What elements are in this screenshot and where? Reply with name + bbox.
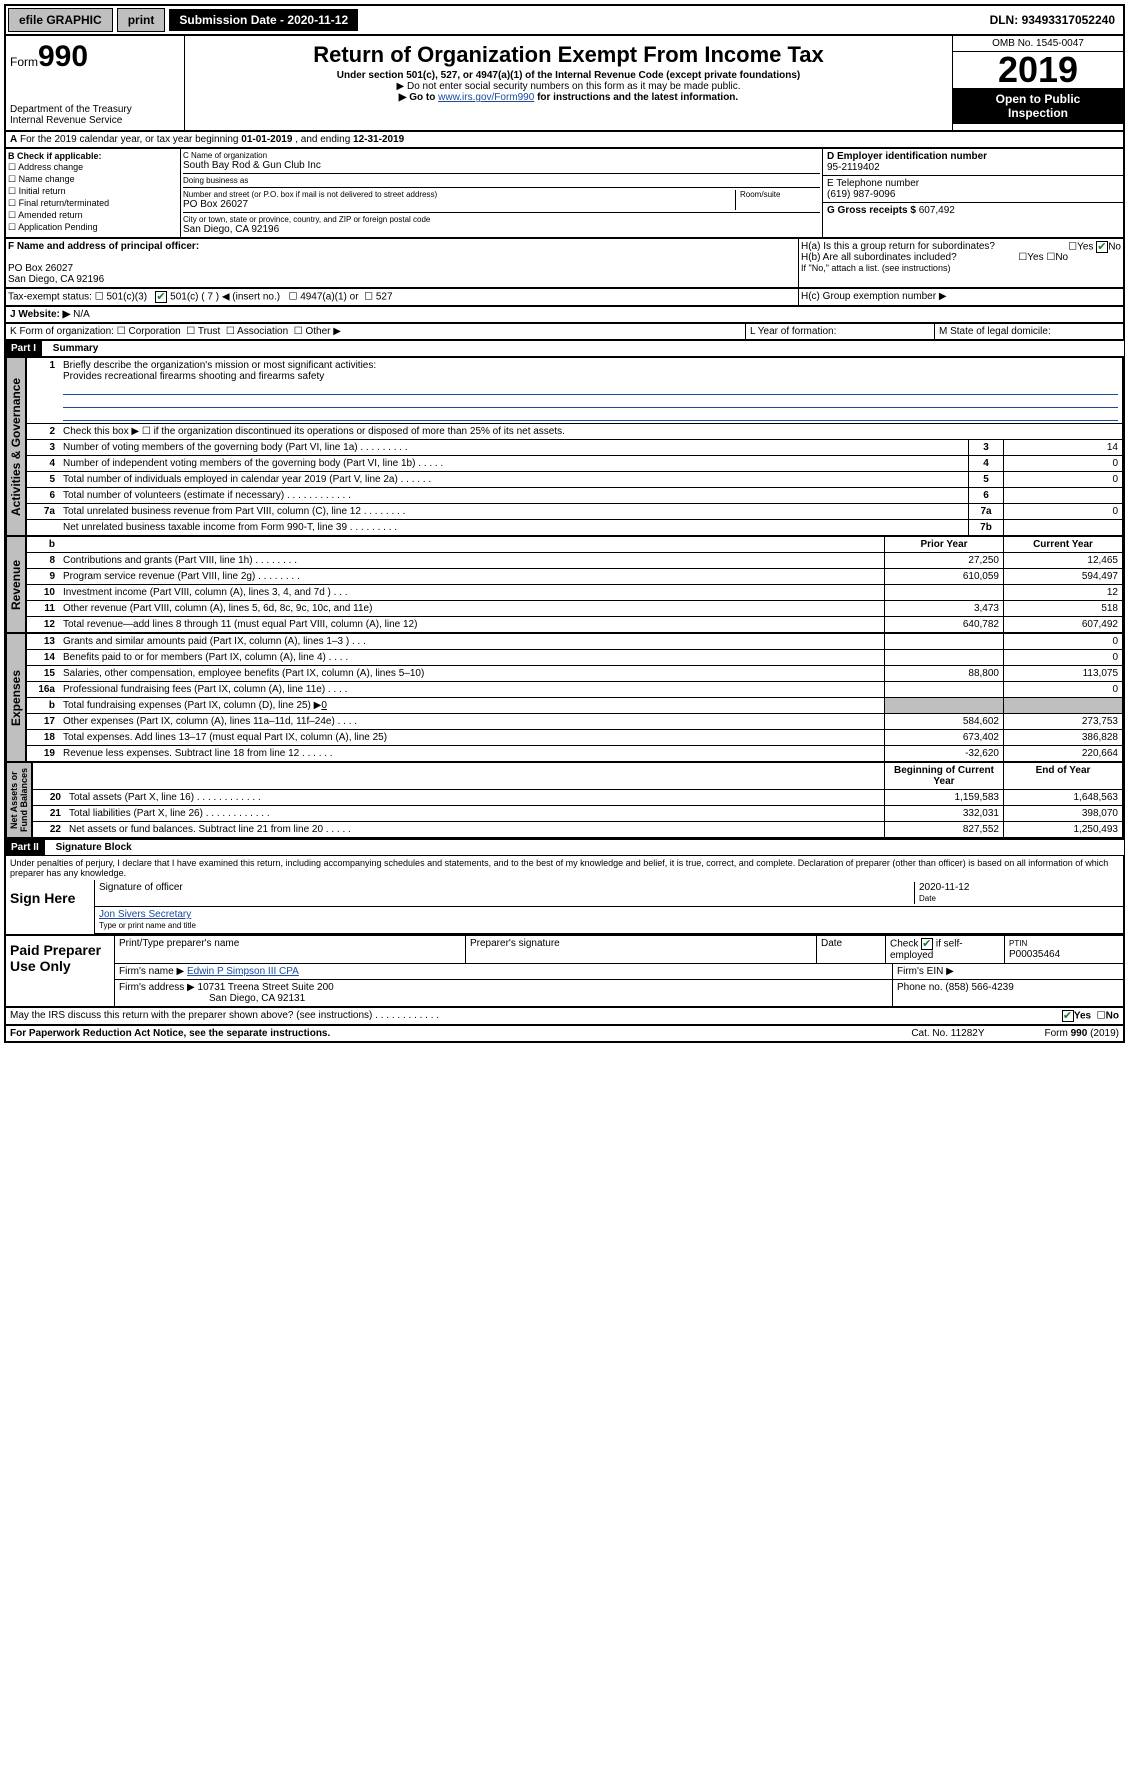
officer-row: F Name and address of principal officer:… xyxy=(4,239,1125,289)
irs-label: Internal Revenue Service xyxy=(10,115,180,126)
cb-name-change[interactable]: ☐ Name change xyxy=(8,174,178,185)
open-public: Open to PublicInspection xyxy=(953,88,1123,124)
org-name: South Bay Rod & Gun Club Inc xyxy=(183,160,820,171)
form-header: Form990 Department of the Treasury Inter… xyxy=(4,36,1125,132)
info-block: B Check if applicable: ☐ Address change … xyxy=(4,149,1125,239)
box-c: C Name of organization South Bay Rod & G… xyxy=(181,149,822,237)
preparer-block: Paid Preparer Use Only Print/Type prepar… xyxy=(4,936,1125,1008)
activities-governance: Activities & Governance 1 Briefly descri… xyxy=(4,357,1125,536)
gross-receipts: 607,492 xyxy=(919,205,955,216)
note-link: ▶ Go to www.irs.gov/Form990 for instruct… xyxy=(189,92,948,103)
city: San Diego, CA 92196 xyxy=(183,224,820,235)
revenue-section: Revenue bPrior YearCurrent Year 8Contrib… xyxy=(4,536,1125,633)
checkbox-icon xyxy=(1062,1010,1074,1022)
irs-link[interactable]: www.irs.gov/Form990 xyxy=(438,92,534,103)
top-bar: efile GRAPHIC print Submission Date - 20… xyxy=(4,4,1125,36)
cb-initial-return[interactable]: ☐ Initial return xyxy=(8,186,178,197)
expenses-section: Expenses 13Grants and similar amounts pa… xyxy=(4,633,1125,762)
discuss-row: May the IRS discuss this return with the… xyxy=(4,1008,1125,1026)
right-info: D Employer identification number95-21194… xyxy=(822,149,1123,237)
phone: (619) 987-9096 xyxy=(827,189,895,200)
k-l-m-row: K Form of organization: ☐ Corporation ☐ … xyxy=(4,324,1125,341)
mission: Provides recreational firearms shooting … xyxy=(63,371,324,382)
perjury-declaration: Under penalties of perjury, I declare th… xyxy=(4,856,1125,880)
ein: 95-2119402 xyxy=(827,162,880,173)
part1-header: Part I Summary xyxy=(4,341,1125,357)
firm-link[interactable]: Edwin P Simpson III CPA xyxy=(187,966,299,977)
checkbox-icon xyxy=(155,291,167,303)
form-990-label: Form990 xyxy=(10,40,180,74)
box-b: B Check if applicable: ☐ Address change … xyxy=(6,149,181,237)
h-c: H(c) Group exemption number ▶ xyxy=(798,289,1123,305)
checkbox-icon xyxy=(1096,241,1108,253)
efile-cell: efile GRAPHIC xyxy=(8,8,113,32)
tax-status-row: Tax-exempt status: ☐ 501(c)(3) 501(c) ( … xyxy=(4,289,1125,307)
form-title: Return of Organization Exempt From Incom… xyxy=(189,42,948,68)
website-row: J Website: ▶ N/A xyxy=(4,307,1125,324)
note-ssn: ▶ Do not enter social security numbers o… xyxy=(189,81,948,92)
tax-year: 2019 xyxy=(953,52,1123,88)
cb-final-return[interactable]: ☐ Final return/terminated xyxy=(8,198,178,209)
print-button[interactable]: print xyxy=(117,8,166,32)
street: PO Box 26027 xyxy=(183,199,735,210)
dln: DLN: 93493317052240 xyxy=(982,9,1123,31)
cb-pending[interactable]: ☐ Application Pending xyxy=(8,222,178,233)
cb-address-change[interactable]: ☐ Address change xyxy=(8,162,178,173)
part2-header: Part II Signature Block xyxy=(4,840,1125,856)
h-b: H(b) Are all subordinates included? ☐Yes… xyxy=(801,252,1121,263)
net-assets-section: Net Assets or Fund Balances Beginning of… xyxy=(4,762,1125,840)
form-subtitle: Under section 501(c), 527, or 4947(a)(1)… xyxy=(189,70,948,81)
dept-treasury: Department of the Treasury xyxy=(10,104,180,115)
submission-date: Submission Date - 2020-11-12 xyxy=(169,9,358,31)
period-row: A For the 2019 calendar year, or tax yea… xyxy=(4,132,1125,149)
sign-block: Sign Here Signature of officer2020-11-12… xyxy=(4,880,1125,936)
h-a: H(a) Is this a group return for subordin… xyxy=(801,241,1121,252)
checkbox-icon xyxy=(921,938,933,950)
officer-name-link[interactable]: Jon Sivers Secretary xyxy=(99,909,191,920)
cb-amended[interactable]: ☐ Amended return xyxy=(8,210,178,221)
footer: For Paperwork Reduction Act Notice, see … xyxy=(4,1026,1125,1043)
